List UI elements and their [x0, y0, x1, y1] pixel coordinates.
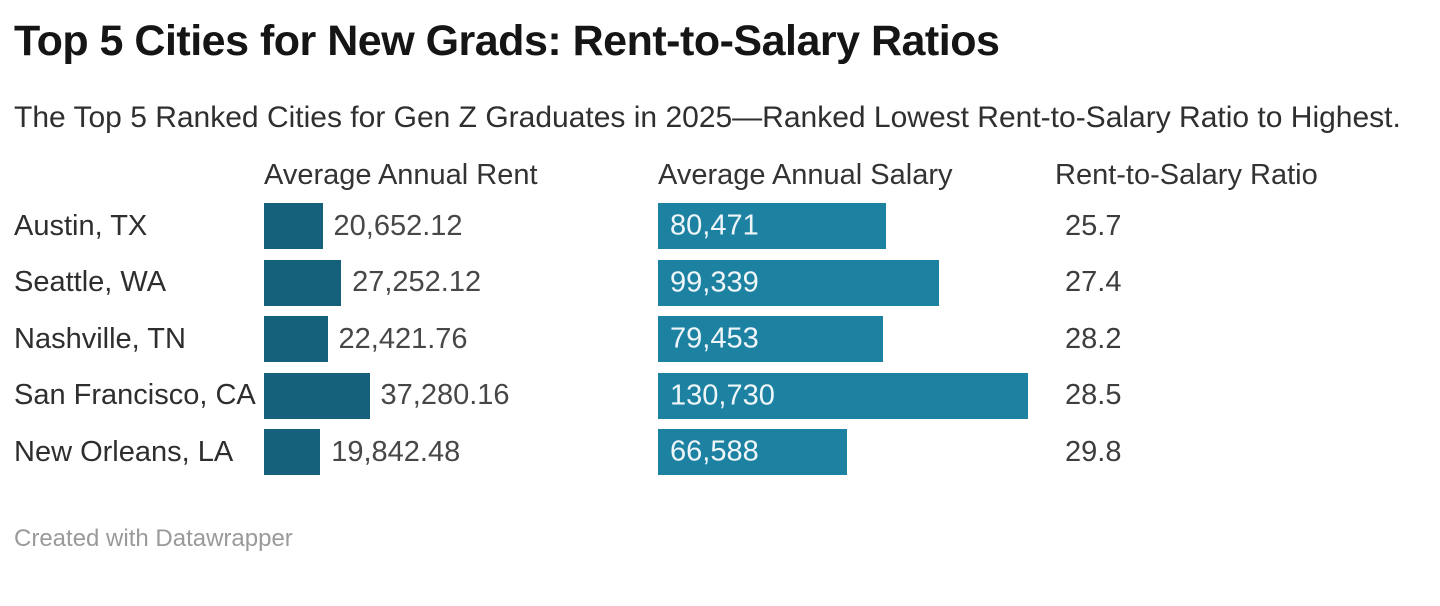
rent-bar	[264, 429, 321, 476]
table-row: Nashville, TN 22,421.76 79,453 28.2	[14, 311, 1440, 368]
ratio-value: 27.4	[1065, 266, 1122, 299]
rent-value: 22,421.76	[338, 322, 468, 355]
salary-value: 79,453	[670, 322, 759, 355]
table-row: Seattle, WA 27,252.12 99,339 27.4	[14, 255, 1440, 312]
ratio-value: 29.8	[1065, 435, 1122, 468]
salary-value: 130,730	[670, 379, 775, 412]
ratio-value: 28.2	[1065, 322, 1122, 355]
table-row: San Francisco, CA 37,280.16 130,730 28.5	[14, 368, 1440, 425]
rent-value: 20,652.12	[333, 209, 463, 242]
salary-bar	[658, 203, 886, 250]
column-header-ratio: Rent-to-Salary Ratio	[1055, 158, 1318, 191]
rent-value: 19,842.48	[331, 435, 461, 468]
city-label: New Orleans, LA	[14, 435, 234, 468]
column-header-rent: Average Annual Rent	[264, 158, 538, 191]
table-body: Austin, TX 20,652.12 80,471 25.7 Seattle…	[14, 198, 1440, 481]
rent-bar	[264, 372, 370, 419]
city-label: Seattle, WA	[14, 266, 167, 299]
table-row: New Orleans, LA 19,842.48 66,588 29.8	[14, 424, 1440, 481]
salary-value: 99,339	[670, 266, 759, 299]
salary-bar	[658, 259, 940, 306]
column-header-salary: Average Annual Salary	[658, 158, 953, 191]
chart-container: Top 5 Cities for New Grads: Rent-to-Sala…	[14, 17, 1440, 552]
attribution: Created with Datawrapper	[14, 524, 293, 552]
rent-value: 27,252.12	[352, 266, 482, 299]
chart-subtitle: The Top 5 Ranked Cities for Gen Z Gradua…	[14, 101, 1401, 134]
salary-bar	[658, 372, 1028, 419]
salary-bar	[658, 316, 883, 363]
salary-bar	[658, 429, 847, 476]
table-row: Austin, TX 20,652.12 80,471 25.7	[14, 198, 1440, 255]
chart-title: Top 5 Cities for New Grads: Rent-to-Sala…	[14, 17, 1000, 65]
ratio-value: 28.5	[1065, 379, 1122, 412]
rent-bar	[264, 203, 323, 250]
city-label: Austin, TX	[14, 209, 148, 242]
city-label: Nashville, TN	[14, 322, 186, 355]
column-header-row: Average Annual Rent Average Annual Salar…	[14, 158, 1440, 191]
rent-bar	[264, 259, 342, 306]
rent-value: 37,280.16	[380, 379, 510, 412]
salary-value: 66,588	[670, 435, 759, 468]
city-label: San Francisco, CA	[14, 379, 256, 412]
ratio-value: 25.7	[1065, 209, 1122, 242]
rent-bar	[264, 316, 328, 363]
salary-value: 80,471	[670, 209, 759, 242]
